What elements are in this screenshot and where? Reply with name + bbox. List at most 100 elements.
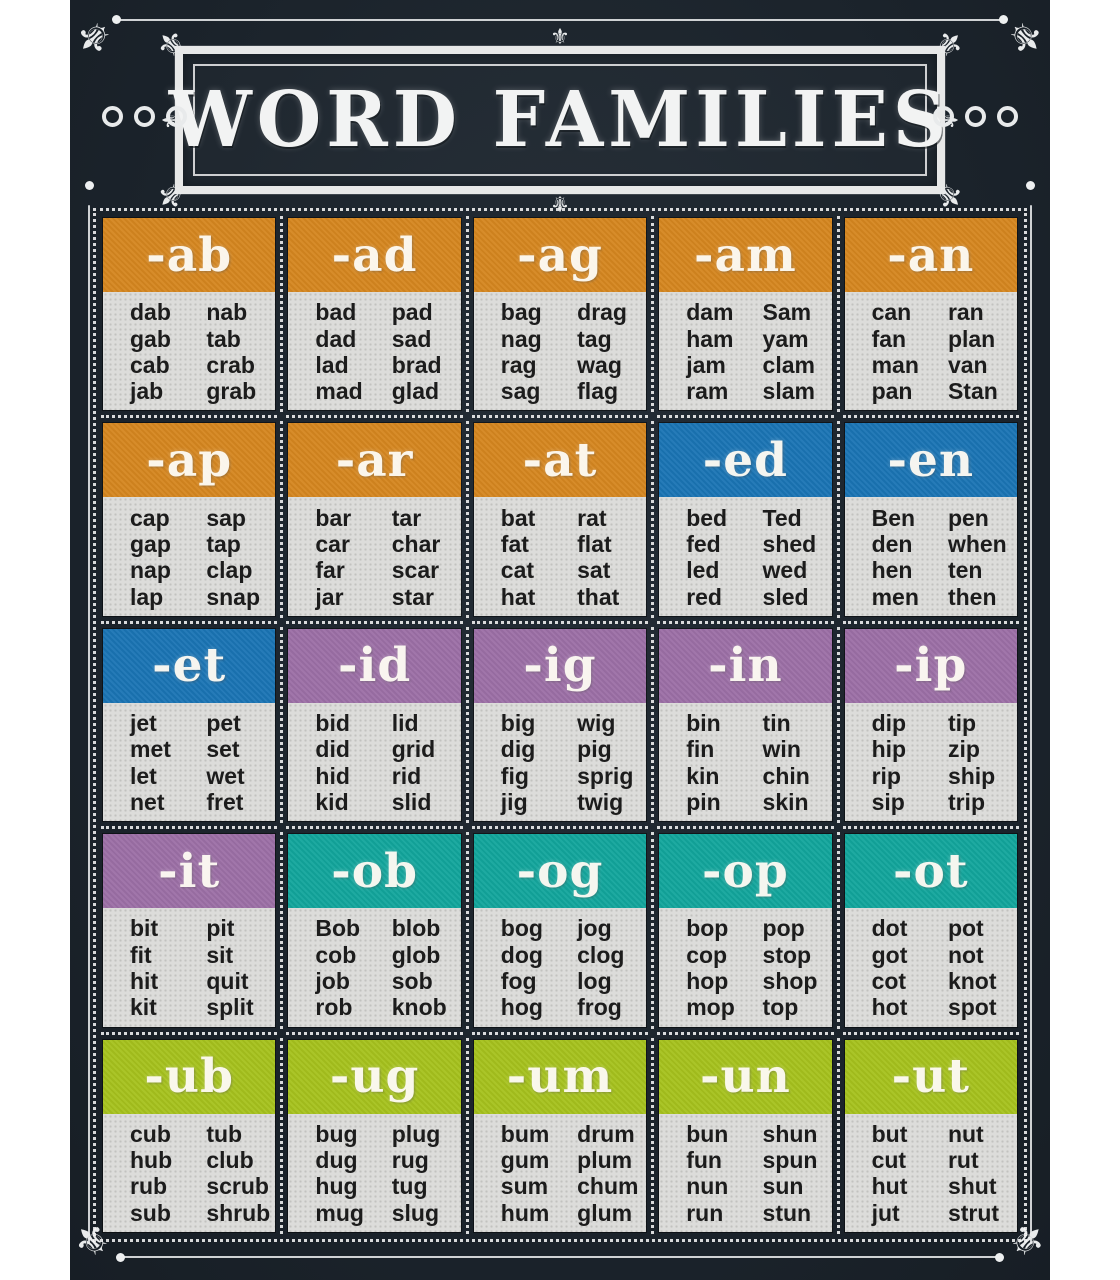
word-family-card-ar: -ar bar car far jar tar char scar star	[280, 415, 464, 619]
word: ran	[947, 299, 984, 326]
word-family-header: -ag	[473, 218, 647, 292]
word-list: cub hub rub sub tub club scrub shrub	[103, 1113, 276, 1232]
word: cab	[130, 351, 170, 378]
word-family-card-ub: -ub cub hub rub sub tub club scrub shrub	[100, 1031, 278, 1232]
word: skin	[762, 789, 809, 815]
word: sat	[577, 557, 611, 584]
word: bit	[130, 915, 159, 942]
word-column: wig pig sprig twig	[577, 710, 642, 815]
word-family-header: -it	[103, 834, 276, 909]
word: run	[686, 1199, 724, 1226]
title-plaque: ⚜ ⚜ ⚜ ⚜ ⚜ ⚜ ⚜ ⚜ WORD FAMILIES	[148, 21, 972, 219]
word: blob	[391, 915, 441, 942]
word-list: bag nag rag sag drag tag wag flag	[473, 292, 647, 411]
word: hog	[500, 994, 543, 1021]
word-family-header: -op	[659, 834, 832, 909]
chalkboard-poster: ⚜ ⚜ ⚜ ⚜ ⚜ ⚜ ⚜ ⚜ ⚜ ⚜ ⚜ ⚜ WORD FAMILIES -a…	[70, 0, 1050, 1280]
word: wed	[762, 557, 808, 584]
word-column: nab tab crab grab	[206, 299, 271, 404]
word-column: bum gum sum hum	[501, 1121, 577, 1226]
word: brad	[391, 351, 442, 378]
word: plug	[391, 1120, 441, 1147]
word: Stan	[947, 378, 998, 405]
word: wig	[577, 709, 616, 736]
word: fin	[686, 736, 715, 763]
word-column: rat flat sat that	[577, 504, 642, 610]
word-family-header: -et	[103, 628, 276, 703]
word-column: bag nag rag sag	[501, 299, 577, 404]
word-family-header: -ap	[103, 423, 276, 498]
word: cot	[871, 968, 907, 995]
word: bad	[315, 299, 357, 326]
word-family-card-am: -am dam ham jam ram Sam yam clam slam	[651, 215, 832, 413]
word: hub	[130, 1147, 173, 1174]
word-column: dab gab cab jab	[130, 299, 206, 404]
word: nag	[500, 325, 542, 352]
word: set	[206, 736, 240, 763]
word: clog	[577, 941, 625, 968]
word-column: bog dog fog hog	[501, 915, 577, 1020]
word-list: bad dad lad mad pad sad brad glad	[288, 292, 461, 411]
word: cut	[871, 1147, 907, 1174]
word-column: bad dad lad mad	[315, 299, 391, 404]
word: hum	[500, 1199, 550, 1226]
word: ham	[686, 325, 734, 352]
word-column: bun fun nun run	[686, 1121, 762, 1226]
word: can	[871, 299, 912, 326]
word-column: pit sit quit split	[206, 915, 271, 1020]
word-family-header: -ip	[844, 628, 1017, 703]
word: stop	[762, 941, 812, 968]
word-family-header: -en	[844, 423, 1017, 498]
word: pet	[206, 709, 241, 736]
word: sad	[391, 325, 432, 352]
word: chin	[762, 762, 810, 789]
word: plan	[947, 325, 996, 352]
word-family-card-ob: -ob Bob cob job rob blob glob sob knob	[280, 826, 464, 1030]
word-family-card-ab: -ab dab gab cab jab nab tab crab grab	[103, 218, 276, 411]
word: slid	[391, 789, 432, 815]
word: kit	[130, 994, 157, 1021]
word: fret	[206, 789, 244, 815]
ring-icon	[997, 106, 1018, 127]
word-list: dab gab cab jab nab tab crab grab	[103, 292, 276, 411]
word-column: tub club scrub shrub	[206, 1121, 271, 1226]
word: led	[686, 557, 720, 584]
word: tip	[947, 709, 977, 736]
word: rid	[391, 762, 422, 789]
word: nab	[206, 299, 248, 326]
word: sag	[500, 378, 541, 405]
word: bed	[686, 504, 728, 531]
word: frog	[577, 994, 622, 1021]
word-column: nut rut shut strut	[948, 1121, 1013, 1226]
word-family-header: -um	[473, 1039, 647, 1114]
word: nap	[130, 557, 171, 584]
word: men	[871, 583, 919, 610]
word: Sam	[762, 299, 812, 326]
word-column: Ben den hen men	[871, 504, 948, 610]
word-family-header: -ad	[288, 218, 461, 292]
word: split	[206, 994, 254, 1021]
word-list: jet met let net pet set wet fret	[103, 702, 276, 822]
word-list: cap gap nap lap sap tap clap snap	[103, 497, 276, 616]
word: let	[130, 762, 157, 789]
word: ship	[947, 762, 996, 789]
word-column: ran plan van Stan	[948, 299, 1013, 404]
word-family-card-it: -it bit fit hit kit pit sit quit split	[100, 826, 278, 1027]
word-family-card-en: -en Ben den hen men pen when ten then	[836, 415, 1020, 619]
word-family-header: -ar	[288, 423, 461, 498]
word: fat	[500, 530, 529, 557]
word: ram	[686, 378, 729, 405]
word: ten	[947, 557, 983, 584]
word-column: jet met let net	[130, 710, 206, 815]
word: not	[947, 941, 984, 968]
word: pit	[206, 915, 235, 942]
border-line-right	[1030, 205, 1032, 1244]
word: club	[206, 1147, 254, 1174]
word: bar	[315, 504, 352, 531]
word-family-header: -am	[659, 218, 832, 292]
word: pin	[686, 789, 721, 815]
word-column: dot got cot hot	[872, 915, 948, 1020]
word: glum	[577, 1199, 633, 1226]
word: clap	[206, 557, 253, 584]
word-family-card-og: -og bog dog fog hog jog clog log frog	[465, 826, 649, 1030]
